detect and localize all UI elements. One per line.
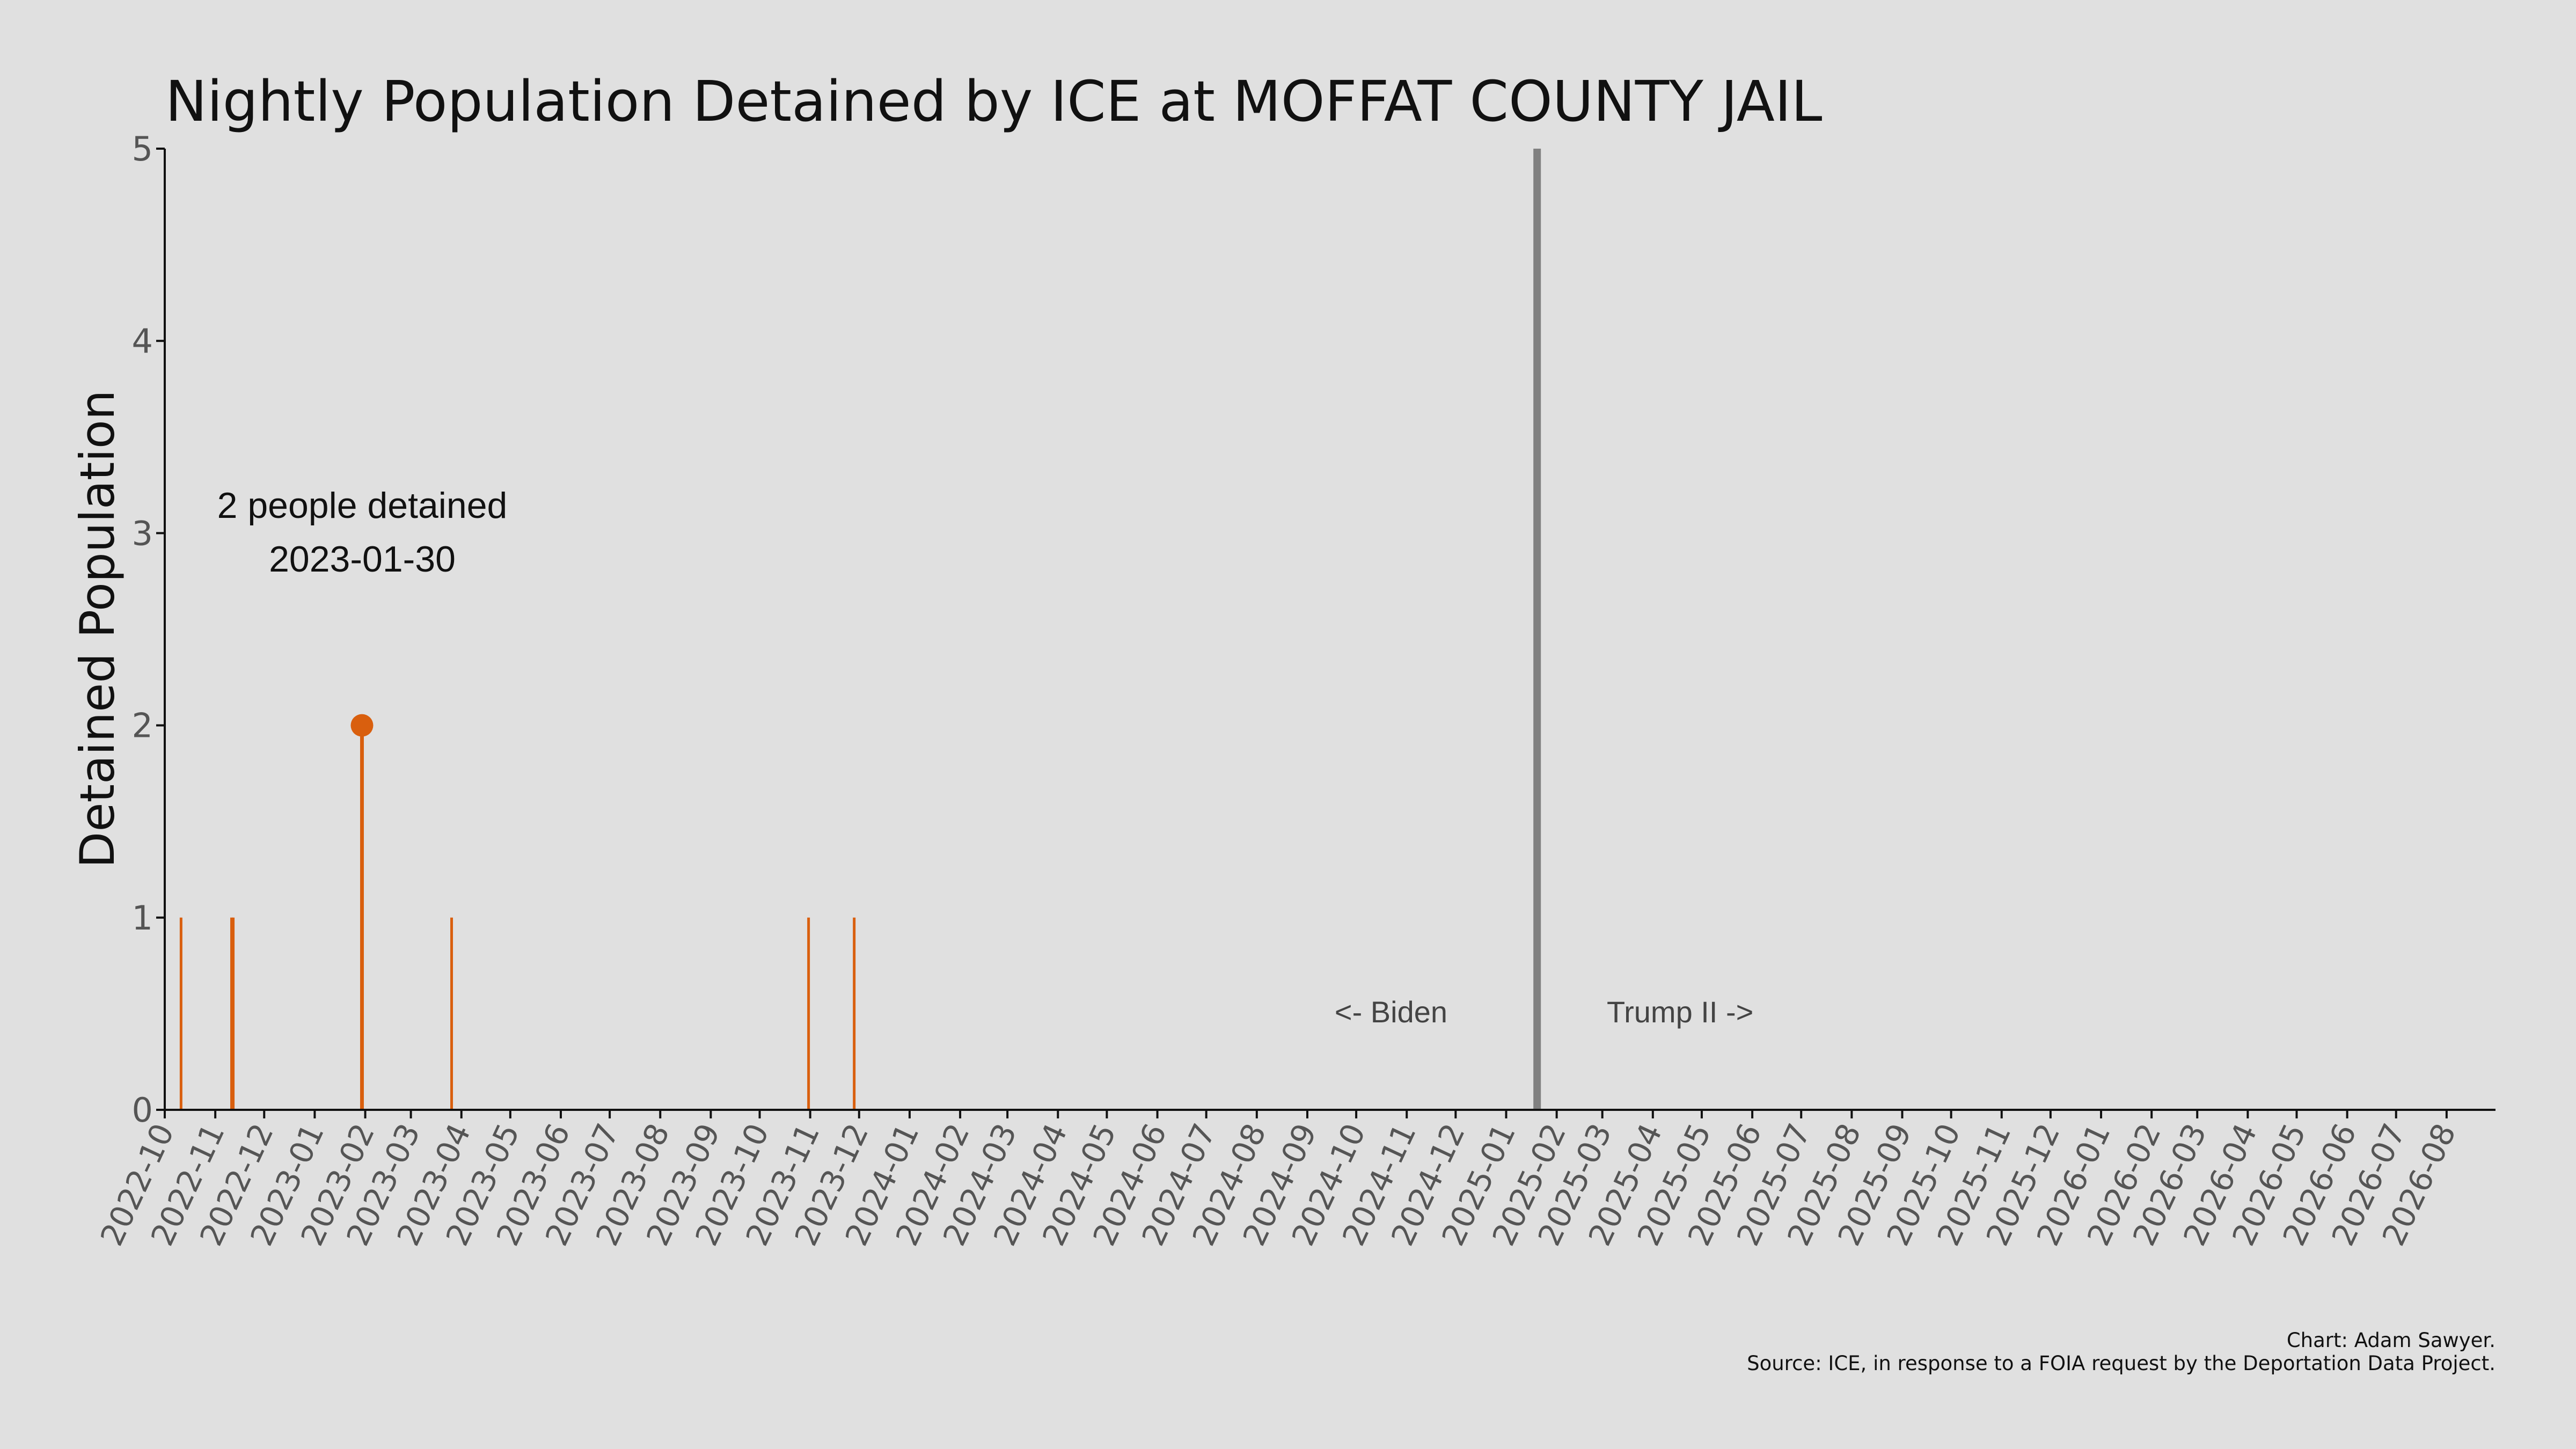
y-tick-label-1: 1 [132,898,153,938]
x-ticks: 2022-102022-112022-122023-012023-022023-… [93,1110,2463,1252]
y-axis-label: Detained Population [70,390,125,868]
highlight-marker [350,714,374,737]
annotation-line1: 2 people detained [217,485,508,526]
y-tick-label-2: 2 [132,706,153,745]
trump-label: Trump II -> [1607,995,1753,1029]
annotation-line2: 2023-01-30 [269,539,456,580]
y-tick-label-4: 4 [132,321,153,361]
y-tick-label-5: 5 [132,129,153,169]
highlight-group [350,714,374,737]
credit-line2: Source: ICE, in response to a FOIA reque… [1747,1352,2496,1375]
y-tick-label-3: 3 [132,514,153,553]
y-ticks: 0 1 2 3 4 5 [132,129,165,1130]
credit-line1: Chart: Adam Sawyer. [2287,1329,2496,1352]
bars [179,725,856,1110]
chart-title: Nightly Population Detained by ICE at MO… [165,69,1823,134]
y-tick-label-0: 0 [132,1091,153,1130]
biden-label: <- Biden [1335,995,1447,1029]
